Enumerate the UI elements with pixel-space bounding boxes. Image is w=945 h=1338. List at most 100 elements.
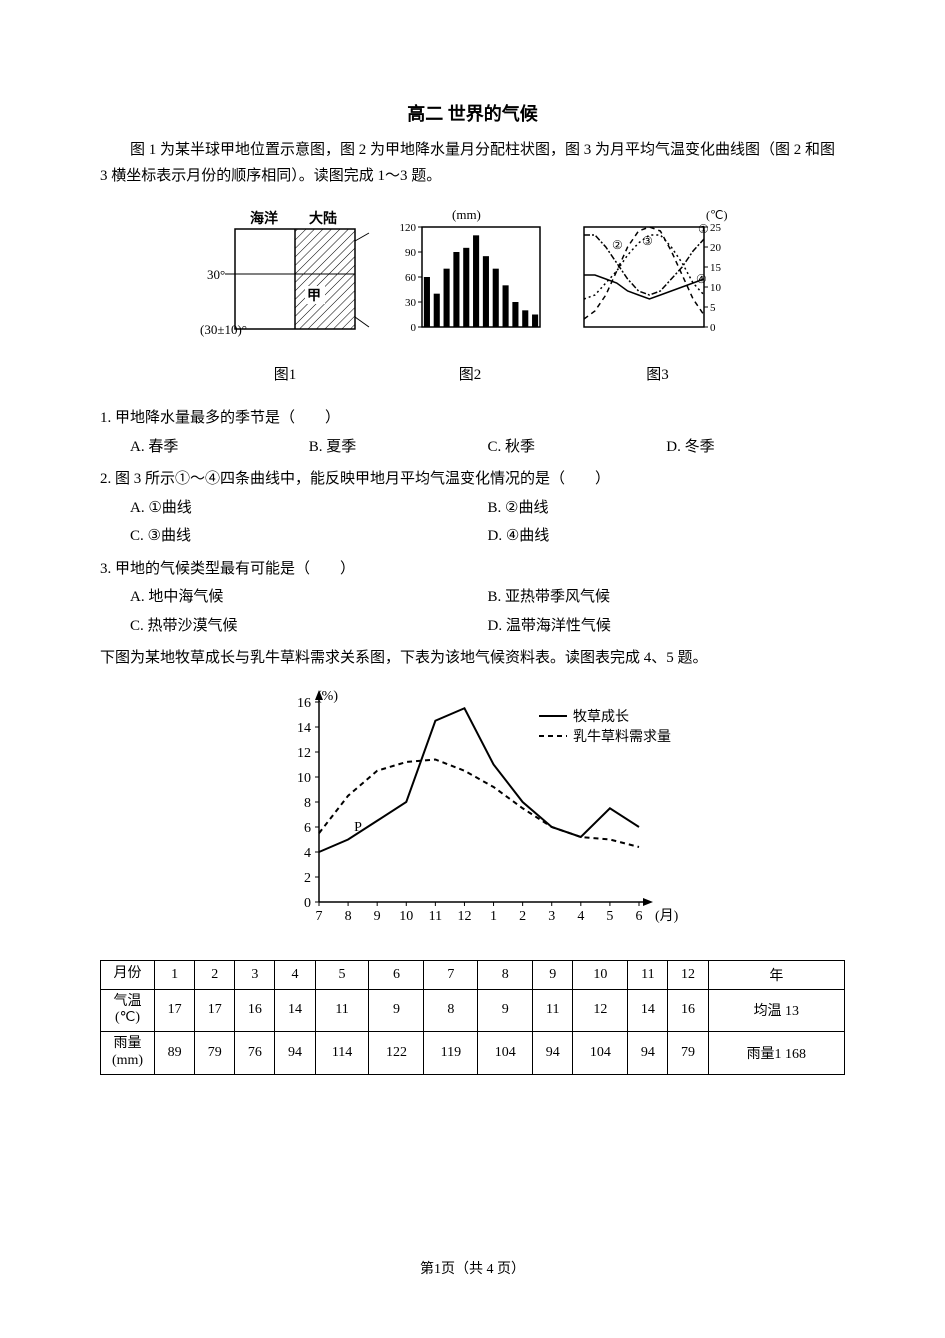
question-2: 2. 图 3 所示①～④四条曲线中，能反映甲地月平均气温变化情况的是（ ） A.… xyxy=(100,465,845,551)
figure-2-caption: 图2 xyxy=(390,363,550,384)
svg-text:60: 60 xyxy=(405,272,417,284)
svg-text:1: 1 xyxy=(490,909,497,924)
table-cell: 11 xyxy=(315,989,369,1032)
climate-table: 月份 1 2 3 4 5 6 7 8 9 10 11 12 年 气温 (℃) 1… xyxy=(100,960,845,1075)
table-header-10: 10 xyxy=(573,960,628,989)
question-2-options-row1: A. ①曲线 B. ②曲线 xyxy=(100,494,845,523)
table-header-4: 4 xyxy=(275,960,315,989)
svg-text:7: 7 xyxy=(315,909,322,924)
svg-text:(mm): (mm) xyxy=(452,207,481,222)
svg-text:0: 0 xyxy=(304,896,311,911)
q1-option-a: A. 春季 xyxy=(130,433,309,462)
intro-paragraph-2: 下图为某地牧草成长与乳牛草料需求关系图，下表为该地气候资料表。读图表完成 4、5… xyxy=(100,646,845,672)
svg-text:90: 90 xyxy=(405,247,417,259)
table-rowhead-temp: 气温 (℃) xyxy=(101,989,155,1032)
chart-2-svg: (%)0246810121416789101112123456(月)P牧草成长乳… xyxy=(263,684,683,944)
table-cell: 79 xyxy=(195,1032,235,1075)
svg-text:4: 4 xyxy=(304,846,311,861)
figure-1-caption: 图1 xyxy=(200,363,370,384)
svg-text:6: 6 xyxy=(304,821,311,836)
question-3-stem: 3. 甲地的气候类型最有可能是（ ） xyxy=(100,555,845,584)
table-cell: 16 xyxy=(235,989,275,1032)
table-cell: 94 xyxy=(628,1032,668,1075)
table-cell: 11 xyxy=(533,989,573,1032)
rain-label-l2: (mm) xyxy=(112,1053,143,1068)
svg-text:12: 12 xyxy=(457,909,471,924)
svg-text:3: 3 xyxy=(548,909,555,924)
svg-text:10: 10 xyxy=(297,771,311,786)
figure-2-svg: (mm)0306090120 xyxy=(390,199,550,354)
table-cell: 均温 13 xyxy=(708,989,844,1032)
svg-text:11: 11 xyxy=(428,909,441,924)
table-row-temp: 气温 (℃) 17 17 16 14 11 9 8 9 11 12 14 16 … xyxy=(101,989,845,1032)
page-footer: 第1页（共 4 页） xyxy=(0,1258,945,1278)
figure-1: 海洋大陆30°(30±10)°甲 图1 xyxy=(200,199,370,384)
table-cell: 104 xyxy=(478,1032,533,1075)
temp-label-l2: (℃) xyxy=(115,1010,140,1025)
svg-text:③: ③ xyxy=(642,234,653,248)
table-header-12: 12 xyxy=(668,960,708,989)
table-cell: 雨量1 168 xyxy=(708,1032,844,1075)
table-cell: 89 xyxy=(155,1032,195,1075)
figure-3-svg: (℃)0510152025①②③④ xyxy=(570,199,745,354)
table-header-3: 3 xyxy=(235,960,275,989)
table-header-7: 7 xyxy=(424,960,478,989)
table-header-year: 年 xyxy=(708,960,844,989)
svg-text:15: 15 xyxy=(710,262,722,274)
table-rowhead-rain: 雨量 (mm) xyxy=(101,1032,155,1075)
svg-text:6: 6 xyxy=(635,909,642,924)
question-2-stem: 2. 图 3 所示①～④四条曲线中，能反映甲地月平均气温变化情况的是（ ） xyxy=(100,465,845,494)
q2-option-c: C. ③曲线 xyxy=(130,522,488,551)
svg-text:30°: 30° xyxy=(207,267,225,282)
table-row-rain: 雨量 (mm) 89 79 76 94 114 122 119 104 94 1… xyxy=(101,1032,845,1075)
svg-text:30: 30 xyxy=(405,297,417,309)
question-1-options: A. 春季 B. 夏季 C. 秋季 D. 冬季 xyxy=(100,433,845,462)
q1-option-c: C. 秋季 xyxy=(488,433,667,462)
svg-text:(月): (月) xyxy=(655,908,679,924)
svg-text:甲: 甲 xyxy=(307,288,321,304)
table-cell: 17 xyxy=(155,989,195,1032)
question-1: 1. 甲地降水量最多的季节是（ ） A. 春季 B. 夏季 C. 秋季 D. 冬… xyxy=(100,404,845,461)
intro-paragraph-1: 图 1 为某半球甲地位置示意图，图 2 为甲地降水量月分配柱状图，图 3 为月平… xyxy=(100,138,845,189)
q1-option-b: B. 夏季 xyxy=(309,433,488,462)
svg-text:乳牛草料需求量: 乳牛草料需求量 xyxy=(573,729,671,745)
table-header-2: 2 xyxy=(195,960,235,989)
table-cell: 76 xyxy=(235,1032,275,1075)
q2-option-b: B. ②曲线 xyxy=(488,494,846,523)
question-3: 3. 甲地的气候类型最有可能是（ ） A. 地中海气候 B. 亚热带季风气候 C… xyxy=(100,555,845,641)
q3-option-c: C. 热带沙漠气候 xyxy=(130,612,488,641)
svg-text:16: 16 xyxy=(297,696,311,711)
page-title: 高二 世界的气候 xyxy=(100,100,845,126)
q3-option-b: B. 亚热带季风气候 xyxy=(488,583,846,612)
table-header-1: 1 xyxy=(155,960,195,989)
svg-text:10: 10 xyxy=(710,282,722,294)
svg-text:①: ① xyxy=(698,222,709,236)
svg-text:②: ② xyxy=(612,238,623,252)
svg-text:10: 10 xyxy=(399,909,413,924)
svg-text:(%): (%) xyxy=(317,689,338,704)
table-header-8: 8 xyxy=(478,960,533,989)
svg-text:0: 0 xyxy=(710,322,716,334)
temp-label-l1: 气温 xyxy=(114,994,142,1009)
svg-text:8: 8 xyxy=(344,909,351,924)
svg-text:120: 120 xyxy=(400,222,417,234)
table-header-5: 5 xyxy=(315,960,369,989)
q3-option-a: A. 地中海气候 xyxy=(130,583,488,612)
q2-option-a: A. ①曲线 xyxy=(130,494,488,523)
table-header-11: 11 xyxy=(628,960,668,989)
rain-label-l1: 雨量 xyxy=(114,1036,142,1051)
figures-row: 海洋大陆30°(30±10)°甲 图1 (mm) 0 30 60 90 120 图2 (℃… xyxy=(100,199,845,384)
table-cell: 14 xyxy=(628,989,668,1032)
table-cell: 17 xyxy=(195,989,235,1032)
svg-text:(℃): (℃) xyxy=(706,208,727,222)
svg-text:2: 2 xyxy=(519,909,526,924)
table-header-month: 月份 xyxy=(101,960,155,989)
svg-text:12: 12 xyxy=(297,746,311,761)
table-cell: 16 xyxy=(668,989,708,1032)
question-3-options-row2: C. 热带沙漠气候 D. 温带海洋性气候 xyxy=(100,612,845,641)
table-cell: 79 xyxy=(668,1032,708,1075)
figure-3: (℃)0510152025①②③④ 图3 xyxy=(570,199,745,384)
table-cell: 114 xyxy=(315,1032,369,1075)
question-3-options-row1: A. 地中海气候 B. 亚热带季风气候 xyxy=(100,583,845,612)
table-cell: 94 xyxy=(275,1032,315,1075)
